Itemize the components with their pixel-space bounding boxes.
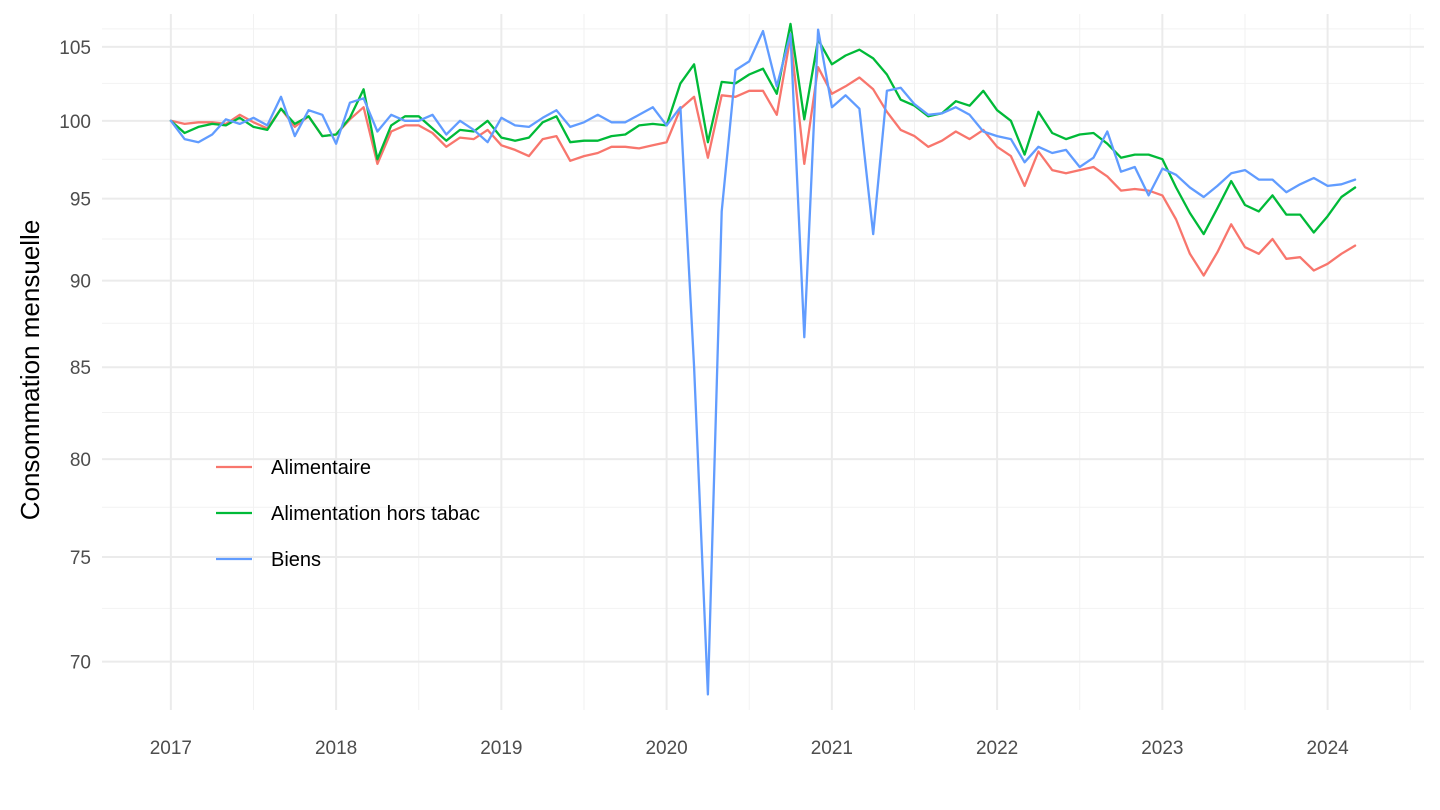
x-tick-label: 2021 xyxy=(811,738,853,759)
legend-label: Biens xyxy=(271,549,321,571)
y-tick-label: 80 xyxy=(70,450,91,471)
x-tick-label: 2019 xyxy=(480,738,522,759)
x-axis-tick-labels: 2017 2018 2019 2020 2021 2022 2023 2024 xyxy=(150,738,1349,759)
x-tick-label: 2022 xyxy=(976,738,1018,759)
legend-label: Alimentation hors tabac xyxy=(271,503,480,525)
y-tick-label: 70 xyxy=(70,653,91,674)
y-tick-label: 105 xyxy=(59,38,91,59)
y-tick-label: 85 xyxy=(70,358,91,379)
x-tick-label: 2018 xyxy=(315,738,357,759)
x-tick-label: 2020 xyxy=(645,738,687,759)
major-gridlines xyxy=(102,14,1424,710)
x-tick-label: 2017 xyxy=(150,738,192,759)
y-axis-tick-labels: 70 75 80 85 90 95 100 105 xyxy=(59,38,91,674)
legend: Alimentaire Alimentation hors tabac Biens xyxy=(216,457,480,571)
x-tick-label: 2024 xyxy=(1306,738,1349,759)
series-lines xyxy=(169,22,1357,696)
y-tick-label: 95 xyxy=(70,190,91,211)
y-tick-label: 100 xyxy=(59,112,91,133)
series-line xyxy=(169,22,1357,236)
y-tick-label: 90 xyxy=(70,272,91,293)
legend-label: Alimentaire xyxy=(271,457,371,479)
series-line xyxy=(169,35,1357,277)
minor-gridlines xyxy=(102,14,1424,710)
x-tick-label: 2023 xyxy=(1141,738,1183,759)
y-tick-label: 75 xyxy=(70,548,91,569)
y-axis-label: Consommation mensuelle xyxy=(15,220,45,521)
series-line xyxy=(169,28,1357,696)
